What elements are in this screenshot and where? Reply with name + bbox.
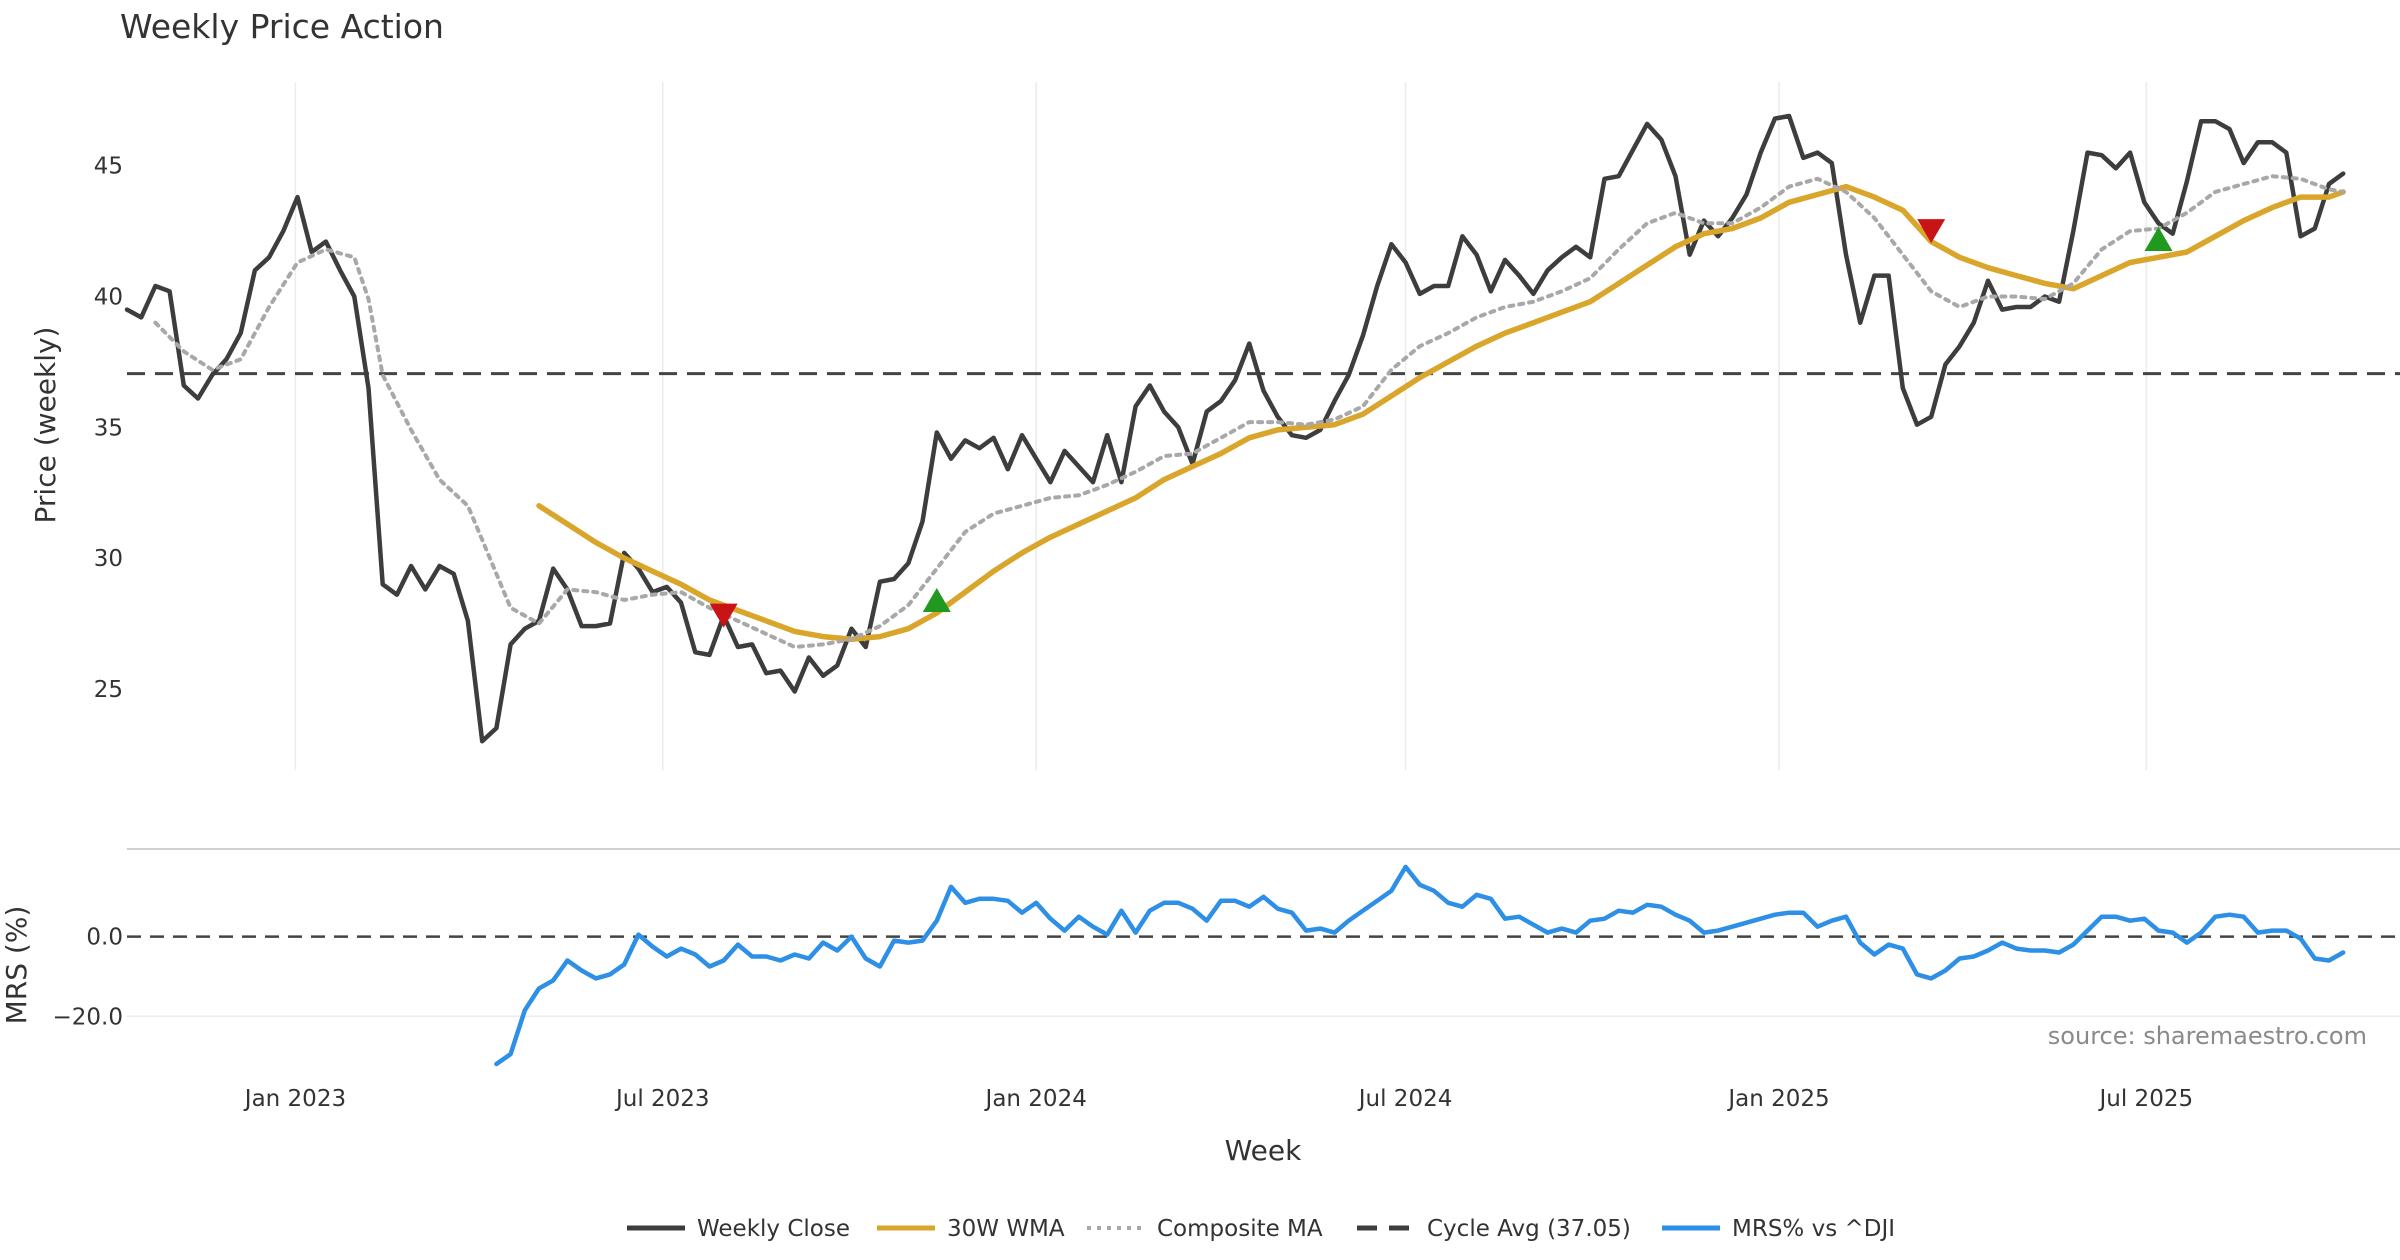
series-weekly-close (124, 113, 2346, 744)
price-y-tick-label: 40 (94, 285, 123, 311)
legend-item-mrs-vs-dji: MRS% vs ^DJI (1662, 1216, 1895, 1242)
chart-title: Weekly Price Action (120, 7, 444, 46)
legend-item-cycle-avg-37-05: Cycle Avg (37.05) (1357, 1216, 1631, 1242)
sell-signal-marker (709, 603, 738, 628)
legend-label: Cycle Avg (37.05) (1427, 1216, 1631, 1242)
x-tick-label: Jul 2025 (2098, 1086, 2194, 1112)
legend-item-composite-ma: Composite MA (1087, 1216, 1323, 1242)
sell-signal-marker (1917, 219, 1946, 244)
price-gridlines (294, 82, 2148, 770)
legend: Weekly Close 30W WMA Composite MA Cycle Avg… (627, 1216, 1895, 1242)
buy-signal-marker (2144, 226, 2173, 251)
x-tick-label: Jul 2023 (614, 1086, 710, 1112)
price-y-axis-label: Price (weekly) (29, 327, 62, 524)
series-mrs-vs-dji (494, 864, 2346, 1067)
legend-label: 30W WMA (947, 1216, 1065, 1242)
mrs-y-ticks: 0.0 −20.0 (53, 925, 123, 1031)
series-30w-wma (536, 183, 2346, 642)
legend-label: Composite MA (1157, 1216, 1323, 1242)
price-y-ticks: 25 30 35 40 45 (94, 154, 123, 703)
signal-markers (709, 219, 2173, 628)
mrs-panel: 0.0 −20.0 MRS (%) source: sharemaestro.co… (0, 864, 2400, 1067)
price-y-tick-label: 25 (94, 677, 123, 703)
price-y-tick-label: 35 (94, 415, 123, 441)
mrs-y-tick-label: 0.0 (86, 925, 123, 951)
x-tick-label: Jan 2023 (243, 1086, 346, 1112)
price-series (124, 113, 2346, 744)
series-composite-ma (153, 174, 2346, 649)
mrs-y-tick-label: −20.0 (53, 1004, 123, 1030)
price-y-tick-label: 45 (94, 154, 123, 180)
x-tick-label: Jan 2025 (1726, 1086, 1829, 1112)
mrs-series (494, 864, 2346, 1067)
mrs-y-axis-label: MRS (%) (0, 906, 33, 1025)
source-note: source: sharemaestro.com (2048, 1022, 2367, 1050)
x-axis-ticks: Jan 2023 Jul 2023 Jan 2024 Jul 2024 Jan 2025… (243, 1086, 2193, 1112)
x-tick-label: Jul 2024 (1357, 1086, 1453, 1112)
legend-item-30w-wma: 30W WMA (877, 1216, 1065, 1242)
price-y-tick-label: 30 (94, 546, 123, 572)
legend-item-weekly-close: Weekly Close (627, 1216, 850, 1242)
x-tick-label: Jan 2024 (984, 1086, 1087, 1112)
x-axis-label: Week (1225, 1134, 1302, 1167)
price-panel: 25 30 35 40 45 Price (weekly) (29, 82, 2400, 770)
legend-label: Weekly Close (697, 1216, 850, 1242)
legend-label: MRS% vs ^DJI (1732, 1216, 1895, 1242)
buy-signal-marker (922, 587, 951, 612)
